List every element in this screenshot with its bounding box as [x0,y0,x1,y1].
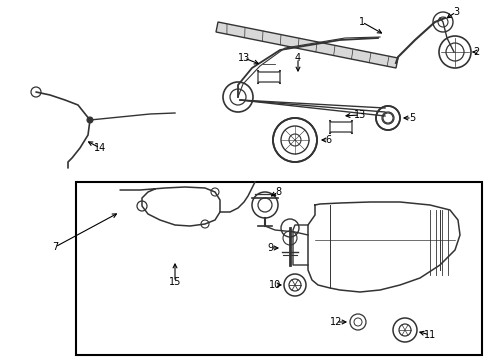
Text: 10: 10 [269,280,281,290]
Text: 13: 13 [238,53,250,63]
Text: 8: 8 [275,187,281,197]
FancyBboxPatch shape [330,120,352,134]
Text: 9: 9 [267,243,273,253]
Bar [76,182,482,355]
Text: 15: 15 [169,277,181,287]
Text: 6: 6 [325,135,331,145]
Circle shape [87,117,93,123]
Text: 14: 14 [94,143,106,153]
Text: 2: 2 [473,47,479,57]
Text: 5: 5 [409,113,415,123]
FancyBboxPatch shape [258,70,280,84]
Text: 7: 7 [52,242,58,252]
Polygon shape [216,22,398,68]
Text: 3: 3 [453,7,459,17]
Text: 4: 4 [295,53,301,63]
Text: 1: 1 [359,17,365,27]
Text: 11: 11 [424,330,436,340]
Text: 13: 13 [354,110,366,120]
Text: 12: 12 [330,317,342,327]
